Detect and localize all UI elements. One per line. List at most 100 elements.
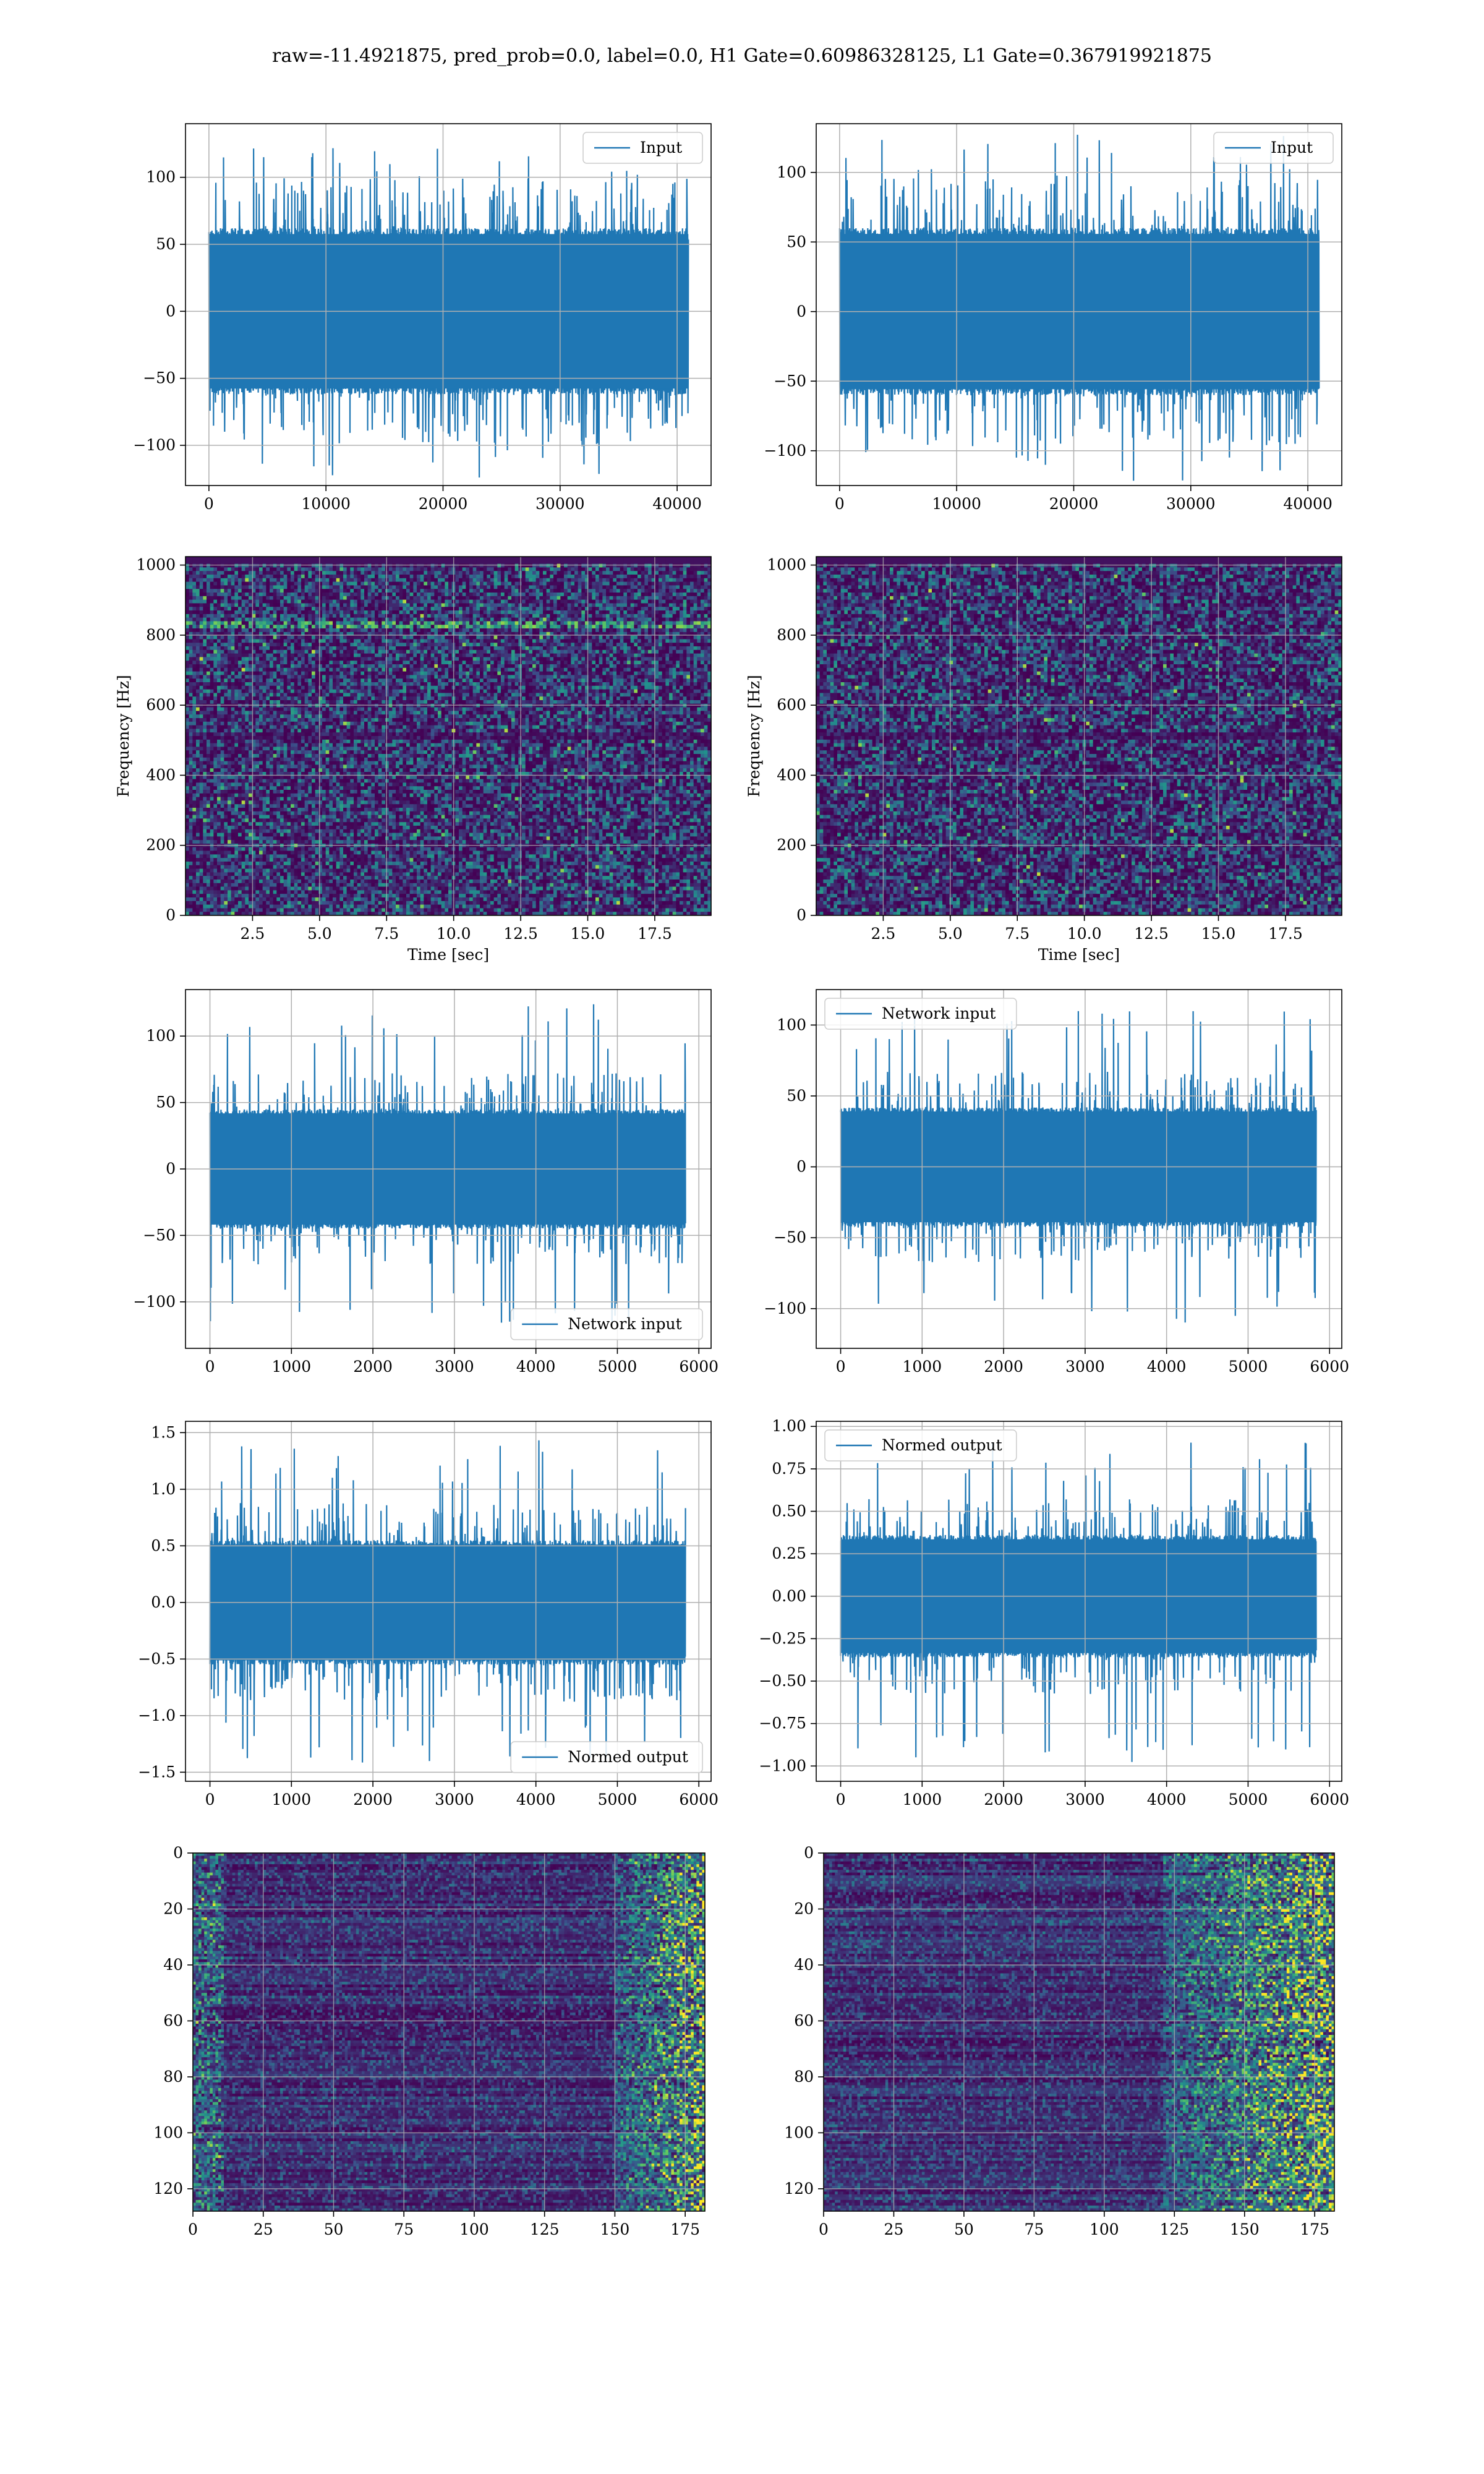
- heatmap-cell: [308, 621, 312, 625]
- heatmap-cell: [539, 578, 543, 582]
- heatmap-cell: [526, 618, 529, 622]
- heatmap-cell: [476, 672, 480, 675]
- heatmap-cell: [255, 589, 259, 593]
- heatmap-cell: [627, 600, 631, 604]
- heatmap-cell: [360, 646, 364, 650]
- heatmap-cell: [659, 571, 662, 575]
- heatmap-cell: [210, 654, 214, 657]
- heatmap-cell: [623, 657, 627, 661]
- heatmap-cell: [539, 614, 543, 618]
- heatmap-cell: [221, 607, 224, 610]
- heatmap-cell: [522, 593, 526, 596]
- heatmap-cell: [329, 564, 333, 568]
- heatmap-cell: [484, 668, 487, 672]
- heatmap-cell: [263, 610, 267, 614]
- heatmap-cell: [473, 596, 477, 600]
- heatmap-cell: [297, 628, 301, 632]
- heatmap-cell: [659, 585, 662, 589]
- heatmap-cell: [441, 639, 445, 643]
- heatmap-cell: [616, 636, 620, 640]
- heatmap-cell: [505, 628, 508, 632]
- heatmap-cell: [627, 596, 631, 600]
- heatmap-cell: [308, 600, 312, 604]
- heatmap-cell: [676, 650, 680, 654]
- heatmap-cell: [529, 618, 532, 622]
- heatmap-cell: [602, 600, 606, 604]
- heatmap-cell: [532, 614, 536, 618]
- x-tick-label: 30000: [535, 495, 585, 513]
- heatmap-cell: [420, 636, 424, 640]
- heatmap-cell: [234, 610, 238, 614]
- heatmap-cell: [494, 564, 498, 568]
- heatmap-cell: [389, 589, 393, 593]
- heatmap-cell: [445, 593, 448, 596]
- heatmap-cell: [378, 657, 382, 661]
- heatmap-cell: [259, 585, 263, 589]
- heatmap-cell: [557, 625, 561, 628]
- heatmap-cell: [186, 610, 189, 614]
- heatmap-cell: [413, 607, 417, 610]
- heatmap-cell: [392, 564, 396, 568]
- heatmap-cell: [301, 564, 305, 568]
- heatmap-cell: [581, 571, 585, 575]
- heatmap-cell: [571, 585, 574, 589]
- heatmap-cell: [676, 567, 680, 571]
- heatmap-cell: [343, 578, 347, 582]
- heatmap-cell: [592, 610, 595, 614]
- heatmap-cell: [508, 575, 511, 578]
- heatmap-cell: [508, 621, 511, 625]
- heatmap-cell: [473, 672, 477, 675]
- heatmap-cell: [571, 646, 574, 650]
- heatmap-cell: [249, 636, 252, 640]
- heatmap-cell: [249, 661, 252, 664]
- heatmap-cell: [333, 643, 336, 646]
- heatmap-cell: [280, 578, 284, 582]
- heatmap-cell: [196, 614, 200, 618]
- heatmap-cell: [511, 571, 515, 575]
- heatmap-cell: [291, 607, 294, 610]
- heatmap-cell: [301, 643, 305, 646]
- heatmap-cell: [564, 593, 568, 596]
- heatmap-cell: [701, 585, 704, 589]
- heatmap-cell: [273, 593, 277, 596]
- heatmap-cell: [200, 650, 203, 654]
- heatmap-cell: [578, 578, 582, 582]
- heatmap-cell: [644, 575, 648, 578]
- heatmap-cell: [410, 646, 414, 650]
- heatmap-cell: [665, 664, 669, 668]
- heatmap-cell: [602, 589, 606, 593]
- heatmap-cell: [641, 646, 645, 650]
- heatmap-cell: [550, 600, 553, 604]
- heatmap-cell: [564, 614, 568, 618]
- heatmap-cell: [550, 643, 553, 646]
- heatmap-cell: [476, 575, 480, 578]
- heatmap-cell: [480, 636, 484, 640]
- heatmap-cell: [543, 575, 547, 578]
- heatmap-cell: [287, 610, 291, 614]
- heatmap-cell: [623, 646, 627, 650]
- heatmap-cell: [585, 575, 589, 578]
- heatmap-cell: [350, 589, 354, 593]
- heatmap-cell: [410, 610, 414, 614]
- heatmap-cell: [606, 614, 610, 618]
- heatmap-cell: [515, 668, 519, 672]
- heatmap-cell: [431, 607, 435, 610]
- heatmap-cell: [574, 664, 578, 668]
- heatmap-cell: [228, 557, 231, 560]
- heatmap-cell: [568, 618, 571, 622]
- heatmap-cell: [245, 636, 249, 640]
- heatmap-cell: [697, 650, 701, 654]
- heatmap-cell: [431, 610, 435, 614]
- heatmap-cell: [434, 654, 438, 657]
- heatmap-cell: [547, 575, 550, 578]
- heatmap-cell: [207, 639, 210, 643]
- heatmap-cell: [673, 575, 676, 578]
- heatmap-cell: [276, 603, 280, 607]
- heatmap-cell: [403, 575, 406, 578]
- heatmap-cell: [280, 564, 284, 568]
- heatmap-cell: [445, 610, 448, 614]
- heatmap-cell: [329, 664, 333, 668]
- heatmap-cell: [620, 621, 624, 625]
- heatmap-cell: [571, 614, 574, 618]
- heatmap-cell: [413, 560, 417, 564]
